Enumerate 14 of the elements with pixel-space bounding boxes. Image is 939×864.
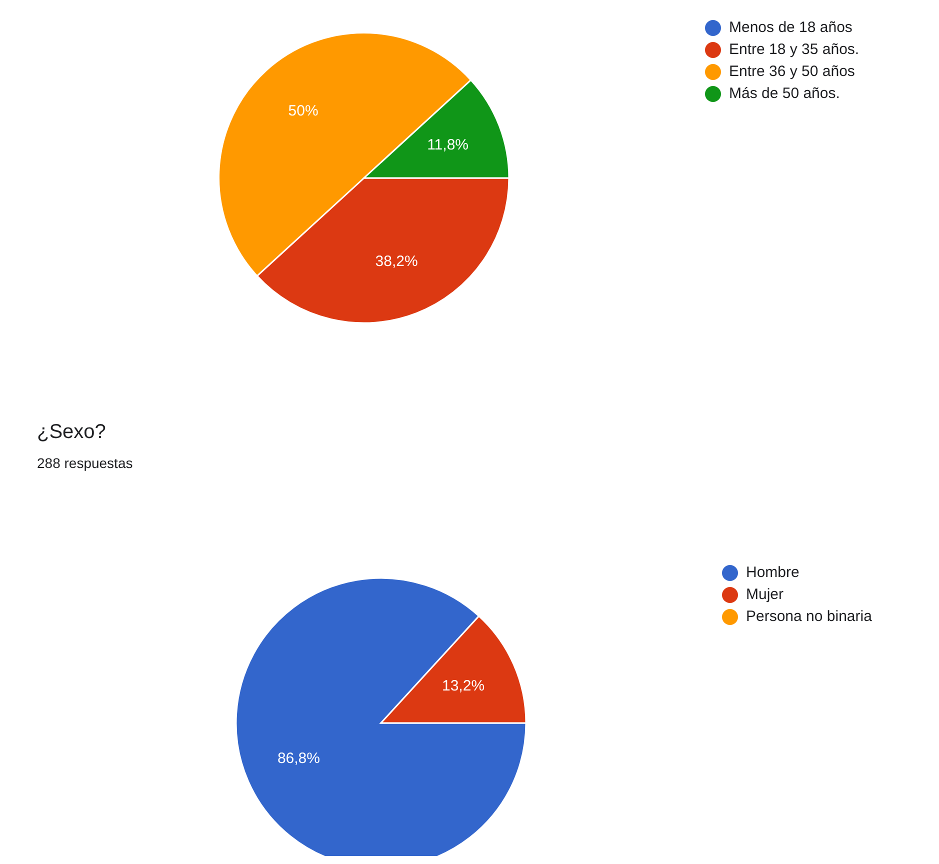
data-label: 13,2% xyxy=(442,678,485,695)
data-label: 11,8% xyxy=(427,136,469,154)
data-label: 50% xyxy=(288,102,318,120)
text: 288 respuestas xyxy=(37,455,133,471)
legend-label: Entre 36 y 50 años xyxy=(729,62,855,80)
legend-label: Menos de 18 años xyxy=(729,18,852,36)
legend-label: Más de 50 años. xyxy=(729,84,840,102)
legend-label: Hombre xyxy=(746,564,800,581)
text: ¿Sexo? xyxy=(37,421,106,443)
legend-label: Persona no binaria xyxy=(746,608,873,625)
data-label: 86,8% xyxy=(277,750,320,768)
legend-label: Mujer xyxy=(746,586,784,603)
data-label: 38,2% xyxy=(375,252,418,270)
legend-label: Entre 18 y 35 años. xyxy=(729,40,860,58)
